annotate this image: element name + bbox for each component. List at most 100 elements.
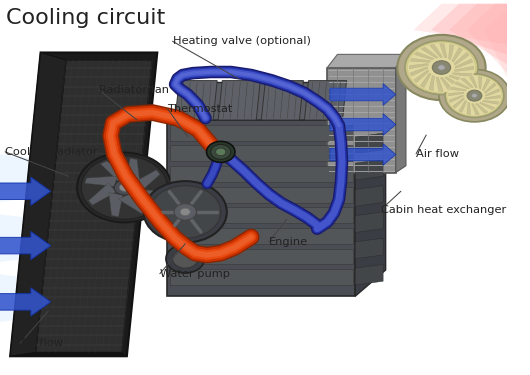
Polygon shape: [355, 159, 383, 180]
Polygon shape: [218, 81, 260, 120]
Polygon shape: [170, 207, 352, 223]
Polygon shape: [440, 78, 453, 91]
Circle shape: [216, 148, 226, 156]
Polygon shape: [85, 176, 118, 186]
Polygon shape: [461, 78, 473, 88]
Circle shape: [445, 74, 504, 117]
Polygon shape: [175, 81, 217, 120]
Polygon shape: [355, 133, 383, 154]
Polygon shape: [448, 92, 464, 96]
Circle shape: [432, 61, 450, 74]
Polygon shape: [0, 231, 51, 260]
Polygon shape: [410, 58, 430, 62]
Circle shape: [467, 90, 482, 101]
Polygon shape: [304, 81, 347, 120]
Polygon shape: [431, 4, 513, 56]
Polygon shape: [170, 228, 352, 244]
Circle shape: [173, 249, 198, 268]
Circle shape: [166, 244, 205, 273]
Polygon shape: [445, 77, 462, 88]
Text: Cabin heat exchanger: Cabin heat exchanger: [381, 205, 506, 215]
Polygon shape: [421, 47, 438, 58]
Polygon shape: [131, 189, 164, 199]
Polygon shape: [170, 166, 352, 182]
Polygon shape: [396, 54, 406, 173]
Polygon shape: [430, 44, 443, 57]
Polygon shape: [101, 161, 130, 182]
Polygon shape: [167, 82, 386, 120]
Text: Engine: Engine: [269, 237, 308, 247]
Polygon shape: [449, 75, 469, 83]
Text: Water pump: Water pump: [160, 269, 230, 279]
Text: Air flow: Air flow: [20, 338, 63, 348]
Polygon shape: [10, 53, 157, 356]
Text: Cooling circuit: Cooling circuit: [6, 8, 165, 27]
Circle shape: [81, 156, 167, 219]
Polygon shape: [10, 53, 66, 356]
Polygon shape: [170, 249, 352, 264]
Polygon shape: [420, 73, 431, 87]
Polygon shape: [0, 154, 91, 203]
Polygon shape: [355, 212, 383, 232]
Polygon shape: [467, 103, 471, 115]
Polygon shape: [467, 4, 513, 79]
Polygon shape: [483, 100, 499, 104]
Polygon shape: [450, 87, 466, 91]
Polygon shape: [479, 76, 482, 88]
Polygon shape: [261, 81, 304, 120]
Polygon shape: [355, 264, 383, 285]
Polygon shape: [449, 4, 513, 68]
Polygon shape: [328, 68, 396, 172]
Polygon shape: [409, 63, 428, 69]
Polygon shape: [484, 83, 496, 93]
Circle shape: [447, 76, 501, 116]
Polygon shape: [484, 4, 513, 90]
Text: Heating valve (optional): Heating valve (optional): [173, 36, 311, 46]
Polygon shape: [330, 144, 396, 165]
Text: Air flow: Air flow: [416, 149, 459, 159]
Polygon shape: [472, 104, 480, 115]
Circle shape: [438, 65, 445, 70]
Polygon shape: [355, 186, 383, 206]
Polygon shape: [36, 60, 152, 352]
Polygon shape: [485, 89, 500, 96]
Circle shape: [408, 43, 475, 92]
Polygon shape: [453, 98, 464, 108]
Polygon shape: [482, 79, 490, 91]
Circle shape: [398, 35, 485, 100]
Circle shape: [180, 208, 190, 216]
Circle shape: [210, 144, 231, 159]
Polygon shape: [170, 146, 352, 161]
Polygon shape: [429, 75, 435, 90]
Polygon shape: [170, 269, 352, 285]
Polygon shape: [89, 183, 116, 205]
Polygon shape: [330, 114, 396, 135]
Circle shape: [472, 93, 478, 98]
Polygon shape: [126, 158, 140, 182]
Polygon shape: [449, 95, 464, 102]
Polygon shape: [414, 52, 434, 60]
Polygon shape: [0, 177, 51, 206]
Polygon shape: [118, 194, 148, 214]
Polygon shape: [454, 53, 469, 65]
Polygon shape: [410, 67, 428, 76]
Polygon shape: [109, 193, 122, 217]
Circle shape: [114, 180, 135, 195]
Polygon shape: [355, 82, 386, 296]
Polygon shape: [170, 125, 352, 141]
Circle shape: [119, 184, 129, 191]
Polygon shape: [470, 76, 478, 88]
Polygon shape: [132, 170, 160, 192]
Circle shape: [207, 141, 235, 162]
Polygon shape: [436, 77, 443, 91]
Polygon shape: [448, 45, 454, 60]
Polygon shape: [480, 102, 494, 110]
Polygon shape: [414, 70, 429, 82]
Text: Coolant radiator: Coolant radiator: [5, 147, 98, 157]
Polygon shape: [167, 120, 355, 296]
Polygon shape: [455, 59, 473, 68]
Text: Radiator fan: Radiator fan: [99, 85, 169, 95]
Circle shape: [144, 181, 227, 243]
Circle shape: [174, 204, 197, 220]
Circle shape: [439, 69, 510, 122]
